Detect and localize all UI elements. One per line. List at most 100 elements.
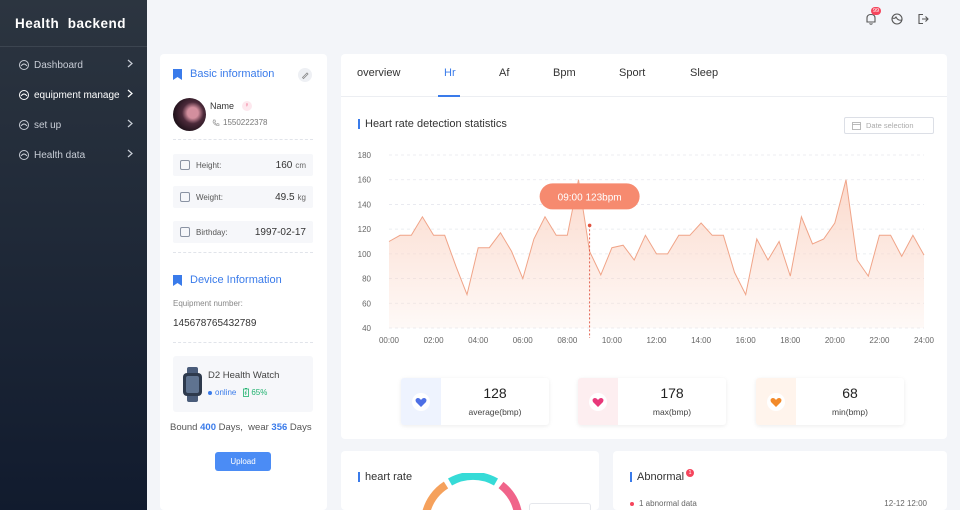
- min-metric-card: 68 min(bmp): [756, 378, 904, 425]
- notification-button[interactable]: 99: [864, 7, 882, 26]
- weight-icon: [180, 192, 190, 202]
- weight-value: 49.5: [275, 191, 295, 203]
- heart-rate-line: [388, 179, 925, 297]
- min-label: min(bmp): [832, 407, 868, 417]
- y-tick-label: 120: [358, 225, 372, 234]
- abnormal-count-badge: 1: [686, 469, 695, 477]
- y-tick-label: 80: [362, 275, 371, 284]
- phone-icon: [212, 119, 220, 126]
- x-tick-label: 24:00: [914, 336, 935, 345]
- heart-icon-wrap: [767, 393, 785, 411]
- alert-dot: [630, 501, 634, 506]
- y-tick-label: 160: [358, 176, 372, 185]
- average-label: average(bmp): [468, 407, 522, 417]
- basic-info-heading: Basic information: [173, 68, 274, 80]
- tab-bar: overview Hr Af Bpm Sport Sleep: [341, 54, 947, 97]
- edit-button[interactable]: [298, 68, 312, 82]
- device-card[interactable]: D2 Health Watch online 65%: [173, 356, 313, 412]
- heart-icon: [415, 397, 427, 407]
- globe-button[interactable]: [890, 12, 904, 26]
- abnormal-card: Abnormal 1 1 abnormal data 12-12 12:00: [613, 451, 947, 510]
- battery-indicator: 65%: [243, 388, 267, 397]
- x-tick-label: 06:00: [513, 336, 534, 345]
- tab-sleep[interactable]: Sleep: [690, 67, 719, 79]
- chevron-right-icon: [127, 119, 133, 128]
- pencil-icon: [301, 72, 309, 80]
- sidebar-item-dashboard[interactable]: Dashboard: [0, 50, 147, 80]
- app-title: Health backend: [0, 0, 147, 47]
- sidebar-item-label: set up: [34, 119, 62, 131]
- average-value: 128: [483, 385, 507, 401]
- gauge-segment-high: [498, 481, 522, 510]
- x-tick-label: 16:00: [736, 336, 757, 345]
- x-tick-label: 08:00: [557, 336, 578, 345]
- average-icon-box: [401, 378, 441, 425]
- sidebar-item-equipment-manage[interactable]: equipment manage: [0, 80, 147, 110]
- bound-days: 400: [200, 422, 216, 433]
- height-value: 160: [275, 159, 293, 171]
- chart-title: Heart rate detection statistics: [358, 118, 507, 130]
- heart-rate-chart: 40 60 80 100 120 140 160 180 00:00 02:00 04:00 06:0…: [358, 151, 935, 345]
- max-metric-card: 178 max(bmp): [578, 378, 726, 425]
- bell-icon: [866, 13, 876, 25]
- sidebar-item-health-data[interactable]: Health data: [0, 140, 147, 170]
- birthday-value: 1997-02-17: [254, 226, 306, 238]
- online-dot: [208, 390, 212, 395]
- cloud-icon: [19, 150, 29, 160]
- tab-bpm[interactable]: Bpm: [553, 67, 576, 79]
- max-label: max(bmp): [652, 407, 692, 417]
- height-row: Height: 160 cm: [173, 154, 313, 176]
- cloud-icon: [19, 60, 29, 70]
- tab-overview[interactable]: overview: [357, 67, 401, 79]
- birthday-row: Birthday: 1997-02-17: [173, 221, 313, 243]
- logout-icon: [918, 13, 929, 25]
- heart-rate-gauge: [422, 473, 522, 510]
- tooltip-text: 09:00 123bpm: [558, 192, 622, 203]
- x-tick-label: 04:00: [468, 336, 489, 345]
- equipment-number-label: Equipment number:: [173, 299, 243, 308]
- device-status: online 65%: [208, 388, 267, 397]
- heart-rate-title: heart rate: [358, 471, 412, 483]
- heart-rate-card: heart rate: [341, 451, 599, 510]
- user-phone: 1550222378: [212, 118, 268, 127]
- min-value: 68: [842, 385, 858, 401]
- title-mark: [358, 472, 360, 482]
- y-tick-label: 40: [362, 324, 371, 333]
- heart-icon-wrap: [589, 393, 607, 411]
- x-tick-label: 22:00: [869, 336, 890, 345]
- tab-af[interactable]: Af: [499, 67, 510, 79]
- sidebar-item-label: Dashboard: [34, 59, 83, 71]
- notification-badge: 99: [871, 7, 882, 15]
- wear-days: 356: [271, 422, 288, 433]
- sidebar-item-label: Health data: [34, 149, 86, 161]
- logout-button[interactable]: [916, 12, 930, 26]
- abnormal-title: Abnormal 1: [630, 469, 695, 483]
- max-value: 178: [660, 385, 684, 401]
- title-mark: [630, 472, 632, 482]
- date-selection-input[interactable]: Date selection: [844, 117, 934, 134]
- max-icon-box: [578, 378, 618, 425]
- tab-sport[interactable]: Sport: [619, 67, 646, 79]
- device-name: D2 Health Watch: [208, 370, 280, 381]
- gauge-segment-low: [422, 481, 449, 510]
- user-name: Name: [210, 101, 235, 111]
- upload-button[interactable]: Upload: [215, 452, 271, 471]
- bookmark-icon: [173, 274, 182, 286]
- tooltip-bubble: [539, 183, 640, 210]
- chevron-right-icon: [127, 89, 133, 98]
- heart-rate-panel: overview Hr Af Bpm Sport Sleep Heart rat…: [341, 54, 947, 439]
- min-icon-box: [756, 378, 796, 425]
- sidebar-item-set-up[interactable]: set up: [0, 110, 147, 140]
- equipment-number: 145678765432789: [173, 318, 257, 329]
- abnormal-time: 12-12 12:00: [884, 499, 927, 508]
- battery-icon: [243, 388, 250, 397]
- abnormal-list-item[interactable]: 1 abnormal data: [630, 499, 697, 508]
- heart-icon: [770, 397, 782, 407]
- x-tick-label: 20:00: [825, 336, 846, 345]
- title-mark: [358, 119, 360, 129]
- tab-hr[interactable]: Hr: [444, 67, 456, 79]
- x-tick-label: 12:00: [646, 336, 667, 345]
- weight-row: Weight: 49.5 kg: [173, 186, 313, 208]
- gauge-legend-box: [529, 503, 591, 510]
- chevron-right-icon: [127, 59, 133, 68]
